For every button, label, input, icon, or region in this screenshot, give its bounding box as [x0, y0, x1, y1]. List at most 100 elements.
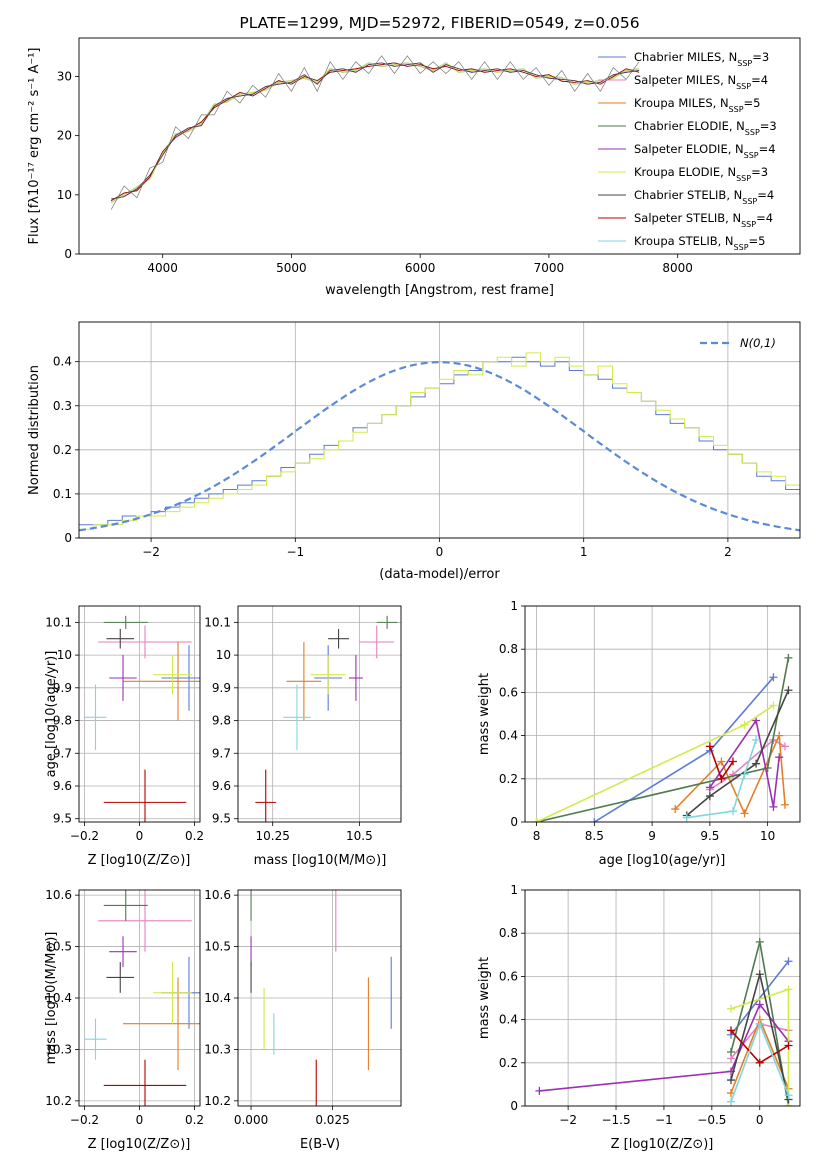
spectrum-xlabel: wavelength [Angstrom, rest frame]: [325, 283, 554, 298]
y-tick-label: 9.8: [212, 714, 231, 728]
x-tick-label: 0.025: [315, 1113, 349, 1127]
legend-sub: SSP: [744, 151, 759, 160]
weight-marker-salpeter_stelib: [784, 1041, 793, 1050]
legend-sub: SSP: [741, 220, 756, 229]
x-tick-label: 8.5: [585, 829, 604, 843]
spectrum-line-salpeter_stelib: [110, 62, 640, 202]
age-vs-mass-frame: [237, 605, 402, 823]
weight-marker-kroupa_miles: [780, 800, 789, 809]
weight-vs-z-series: [535, 937, 793, 1106]
legend-text: Kroupa MILES, N: [634, 96, 729, 110]
x-tick-label: 0: [756, 1113, 764, 1127]
x-tick-label: 5000: [276, 261, 307, 275]
x-tick-label: 8: [533, 829, 541, 843]
residual-hist-ylabel: Normed distribution: [27, 365, 42, 495]
y-tick-label: 1: [510, 599, 518, 613]
residual-hist-xlabel: (data-model)/error: [379, 567, 500, 582]
legend-text: Salpeter ELODIE, N: [634, 142, 744, 156]
y-tick-label: 0.4: [499, 729, 518, 743]
weight-marker-chabrier_stelib: [705, 792, 714, 801]
legend-entry-kroupa_stelib: Kroupa STELIB, NSSP=5: [634, 234, 765, 252]
age-vs-mass-points: [255, 615, 398, 822]
x-tick-label: 0.000: [234, 1113, 268, 1127]
x-tick-label: 0.2: [185, 829, 204, 843]
y-tick-label: 1: [510, 883, 518, 897]
mass-vs-ebv-points: [250, 890, 392, 1106]
weight-marker-chabrier_elodie: [755, 937, 764, 946]
weight-marker-salpeter_stelib: [705, 742, 714, 751]
y-tick-label: 0.6: [499, 969, 518, 983]
legend-tail: =3: [752, 50, 769, 64]
y-tick-label: 0.2: [499, 772, 518, 786]
weight-vs-age-frame: [524, 605, 801, 823]
legend-text: Salpeter MILES, N: [634, 73, 736, 87]
y-tick-label: 10.2: [45, 1094, 72, 1108]
weight-line-kroupa_elodie: [536, 704, 774, 822]
legend-entry-kroupa_miles: Kroupa MILES, NSSP=5: [634, 96, 760, 114]
mass-vs-z-ylabel: mass [log10(M/M⊙)]: [44, 932, 59, 1065]
legend-entry-chabrier_stelib: Chabrier STELIB, NSSP=4: [634, 188, 774, 206]
legend-sub: SSP: [742, 197, 757, 206]
spectrum-line-kroupa_stelib: [110, 62, 640, 204]
spectrum-ylabel: Flux [fλ10⁻¹⁷ erg cm⁻² s⁻¹ A⁻¹]: [27, 48, 42, 245]
weight-marker-salpeter_elodie: [755, 1000, 764, 1009]
mass-vs-ebv-frame: [237, 889, 402, 1107]
y-tick-label: 10.4: [45, 991, 72, 1005]
weight-marker-kroupa_stelib: [752, 735, 761, 744]
spectrum-line-kroupa_miles: [110, 62, 640, 203]
weight-marker-chabrier_stelib: [755, 970, 764, 979]
legend-text: Chabrier MILES, N: [634, 50, 737, 64]
weight-line-kroupa_stelib: [686, 739, 757, 819]
weight-marker-chabrier_stelib: [752, 759, 761, 768]
y-tick-label: 10.4: [204, 991, 231, 1005]
residual-hist-axes: [75, 322, 800, 542]
x-tick-label: 9: [648, 829, 656, 843]
x-tick-label: 7000: [534, 261, 565, 275]
weight-marker-salpeter_elodie: [535, 1086, 544, 1095]
spectrum-observed-line: [110, 55, 640, 210]
weight-line-salpeter_elodie: [709, 718, 780, 808]
x-tick-label: −1: [655, 1113, 673, 1127]
weight-marker-salpeter_miles: [728, 770, 737, 779]
weight-line-chabrier_stelib: [686, 689, 790, 817]
y-tick-label: 9.6: [212, 779, 231, 793]
x-tick-label: 0: [136, 1113, 144, 1127]
y-tick-label: 0.3: [53, 399, 72, 413]
x-tick-label: 0.2: [185, 1113, 204, 1127]
weight-marker-salpeter_stelib: [727, 1026, 736, 1035]
weight-marker-salpeter_miles: [780, 742, 789, 751]
y-tick-label: 0: [64, 247, 72, 261]
weight-marker-kroupa_stelib: [784, 1091, 793, 1100]
x-tick-label: −0.2: [70, 829, 99, 843]
x-tick-label: 1: [580, 545, 588, 559]
legend-sub: SSP: [736, 174, 751, 183]
y-tick-label: 0.1: [53, 487, 72, 501]
weight-line-chabrier_elodie: [536, 657, 790, 822]
age-vs-z-xlabel: Z [log10(Z/Z⊙)]: [88, 853, 191, 868]
age-vs-z-ylabel: age [log10(age/yr)]: [44, 651, 59, 778]
legend-entry-chabrier_elodie: Chabrier ELODIE, NSSP=3: [634, 119, 777, 137]
spectrum-series: [110, 55, 640, 210]
weight-vs-z-frame: [524, 889, 801, 1107]
x-tick-label: 10: [760, 829, 775, 843]
weight-marker-kroupa_elodie: [784, 985, 793, 994]
legend-sub: SSP: [734, 243, 749, 252]
residual-hist-frame: [78, 321, 801, 539]
mass-vs-z-points: [84, 890, 200, 1106]
x-tick-label: −1.5: [601, 1113, 630, 1127]
legend-tail: =5: [749, 234, 766, 248]
legend-sub: SSP: [736, 82, 751, 91]
legend-sub: SSP: [745, 128, 760, 137]
weight-marker-chabrier_elodie: [784, 653, 793, 662]
weight-marker-kroupa_stelib: [740, 770, 749, 779]
y-tick-label: 0.4: [53, 355, 72, 369]
spectrum-line-kroupa_elodie: [110, 62, 640, 203]
legend-text: Salpeter STELIB, N: [634, 211, 741, 225]
y-tick-label: 9.6: [53, 779, 72, 793]
legend-entry-chabrier_miles: Chabrier MILES, NSSP=3: [634, 50, 769, 68]
x-tick-label: 2: [724, 545, 732, 559]
weight-marker-kroupa_stelib: [755, 1019, 764, 1028]
weight-marker-kroupa_stelib: [728, 807, 737, 816]
